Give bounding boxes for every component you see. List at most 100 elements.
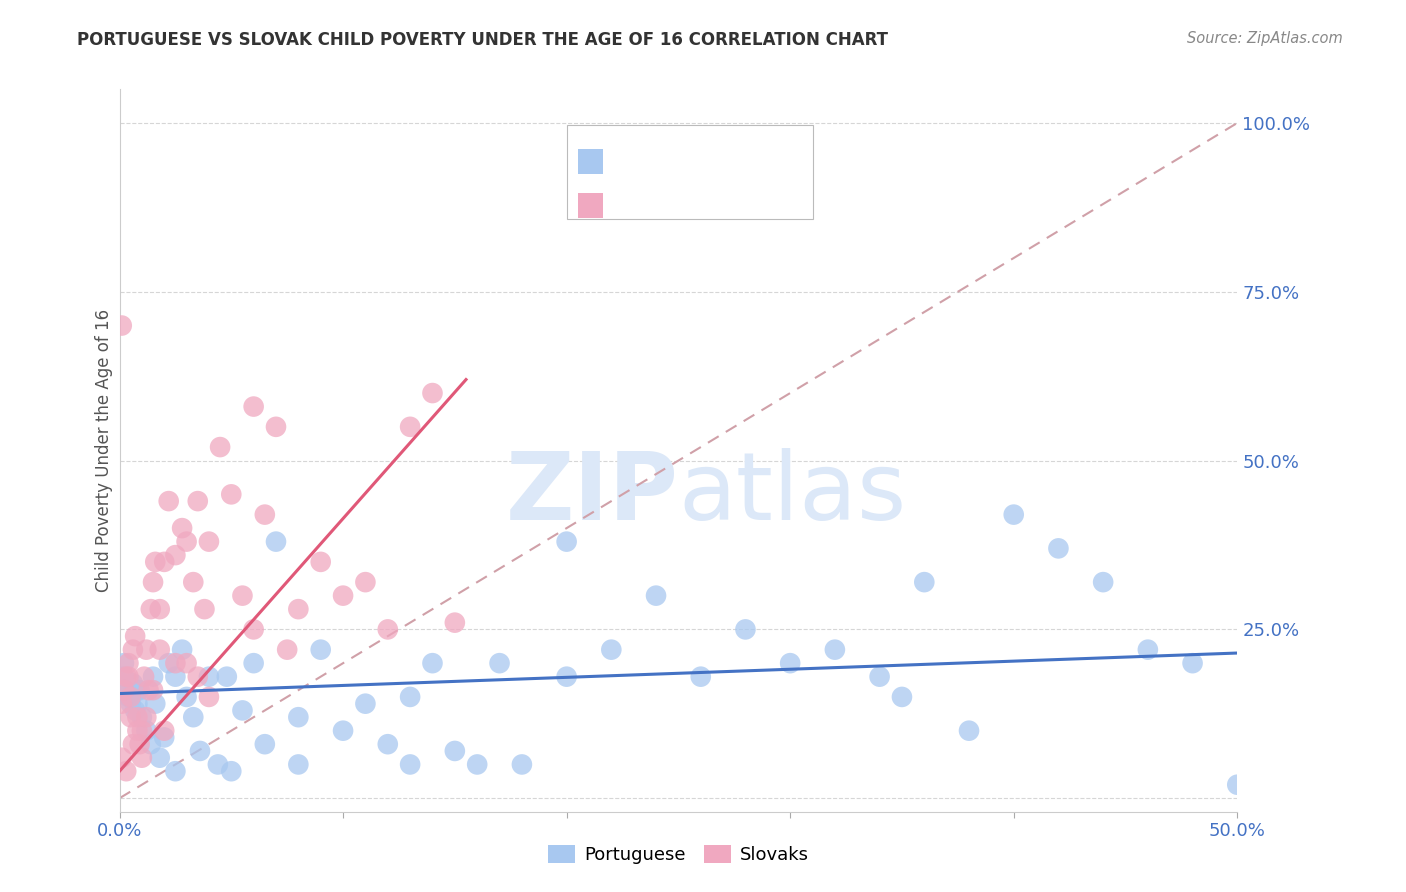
Point — [219, 487, 243, 501]
Point — [111, 676, 134, 690]
Point — [181, 575, 204, 590]
Point — [124, 629, 146, 643]
Point — [172, 521, 194, 535]
Point — [115, 683, 138, 698]
Point — [122, 737, 145, 751]
Point — [198, 670, 221, 684]
Point — [135, 723, 157, 738]
Point — [143, 697, 166, 711]
Point — [488, 656, 510, 670]
Point — [231, 703, 253, 717]
Point — [112, 670, 135, 684]
Point — [132, 670, 155, 684]
Point — [127, 723, 149, 738]
Point — [112, 656, 135, 670]
Point — [149, 602, 172, 616]
Text: atlas: atlas — [678, 448, 907, 540]
Point — [912, 575, 935, 590]
Point — [399, 420, 422, 434]
Point — [157, 656, 180, 670]
Point — [1226, 778, 1249, 792]
Text: ZIP: ZIP — [506, 448, 678, 540]
Text: Source: ZipAtlas.com: Source: ZipAtlas.com — [1187, 31, 1343, 46]
Point — [142, 670, 165, 684]
Point — [422, 386, 444, 401]
Point — [198, 534, 221, 549]
Point — [287, 602, 309, 616]
Point — [187, 494, 209, 508]
Point — [153, 723, 176, 738]
Point — [555, 670, 578, 684]
Point — [510, 757, 533, 772]
Point — [600, 642, 623, 657]
Point — [253, 508, 276, 522]
Point — [153, 731, 176, 745]
Point — [138, 683, 160, 698]
Point — [309, 642, 332, 657]
Point — [869, 670, 891, 684]
Point — [188, 744, 211, 758]
Point — [377, 623, 399, 637]
Legend: Portuguese, Slovaks: Portuguese, Slovaks — [541, 838, 815, 871]
Point — [242, 656, 264, 670]
Point — [1136, 642, 1159, 657]
Point — [165, 670, 187, 684]
Point — [209, 440, 232, 454]
Point — [115, 670, 138, 684]
Point — [377, 737, 399, 751]
Point — [193, 602, 215, 616]
Point — [555, 534, 578, 549]
Point — [143, 555, 166, 569]
Point — [165, 548, 187, 562]
Point — [122, 676, 145, 690]
Point — [153, 555, 176, 569]
Point — [399, 690, 422, 704]
Text: N = 64: N = 64 — [723, 152, 785, 170]
Point — [198, 690, 221, 704]
Point — [332, 723, 354, 738]
Point — [264, 420, 287, 434]
Point — [127, 683, 149, 698]
Point — [332, 589, 354, 603]
Point — [242, 400, 264, 414]
Point — [276, 642, 298, 657]
Point — [264, 534, 287, 549]
Point — [181, 710, 204, 724]
Point — [165, 764, 187, 779]
Point — [131, 710, 153, 724]
Point — [128, 683, 150, 698]
Point — [131, 750, 153, 764]
Point — [187, 670, 209, 684]
Point — [124, 703, 146, 717]
Point — [176, 534, 198, 549]
Point — [1092, 575, 1115, 590]
Point — [1002, 508, 1025, 522]
Point — [157, 494, 180, 508]
Point — [149, 642, 172, 657]
Point — [117, 656, 139, 670]
Point — [127, 697, 149, 711]
Text: R =  0.124: R = 0.124 — [612, 152, 700, 170]
Point — [111, 750, 134, 764]
Point — [131, 723, 153, 738]
Point — [149, 750, 172, 764]
Point — [253, 737, 276, 751]
Point — [824, 642, 846, 657]
Point — [112, 683, 135, 698]
Point — [142, 683, 165, 698]
Point — [120, 690, 142, 704]
Point — [117, 670, 139, 684]
Point — [443, 615, 465, 630]
Point — [354, 575, 377, 590]
Point — [176, 656, 198, 670]
Point — [135, 642, 157, 657]
Point — [215, 670, 238, 684]
Point — [231, 589, 253, 603]
Point — [309, 555, 332, 569]
Point — [142, 575, 165, 590]
Point — [891, 690, 914, 704]
Y-axis label: Child Poverty Under the Age of 16: Child Poverty Under the Age of 16 — [94, 309, 112, 592]
Point — [354, 697, 377, 711]
Point — [422, 656, 444, 670]
Point — [122, 642, 145, 657]
